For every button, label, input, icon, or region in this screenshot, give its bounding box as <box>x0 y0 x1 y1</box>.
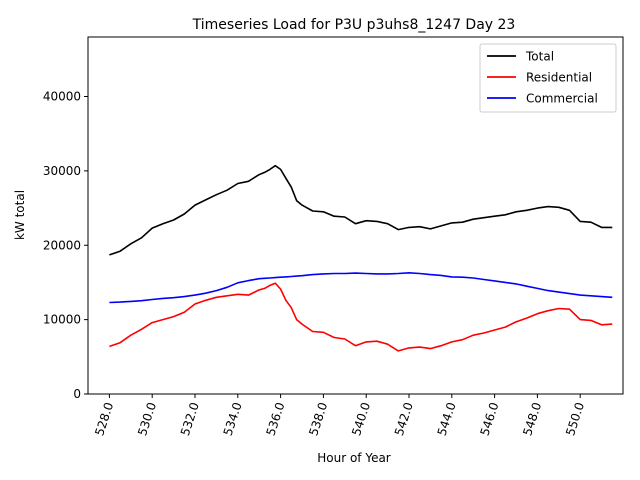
y-tick-label: 0 <box>73 387 81 401</box>
series-line-residential <box>109 282 613 352</box>
legend-box <box>479 43 617 113</box>
series-layer <box>109 164 613 352</box>
legend-label-total: Total <box>525 50 554 64</box>
y-axis: 0 10000 20000 30000 40000 <box>43 90 88 401</box>
y-axis-label: kW total <box>13 190 27 240</box>
y-tick-label: 10000 <box>43 313 81 327</box>
legend-label-commercial: Commercial <box>526 92 598 106</box>
x-axis-label: Hour of Year <box>317 451 391 465</box>
y-tick-label: 30000 <box>43 164 81 178</box>
plot-area-frame <box>87 36 624 395</box>
y-tick-label: 20000 <box>43 238 81 252</box>
y-tick-label: 40000 <box>43 90 81 104</box>
legend-label-residential: Residential <box>526 71 592 85</box>
series-line-total <box>109 164 613 256</box>
chart-title: Timeseries Load for P3U p3uhs8_1247 Day … <box>192 17 516 33</box>
series-line-commercial <box>109 271 613 304</box>
legend: Total Residential Commercial <box>479 43 617 113</box>
